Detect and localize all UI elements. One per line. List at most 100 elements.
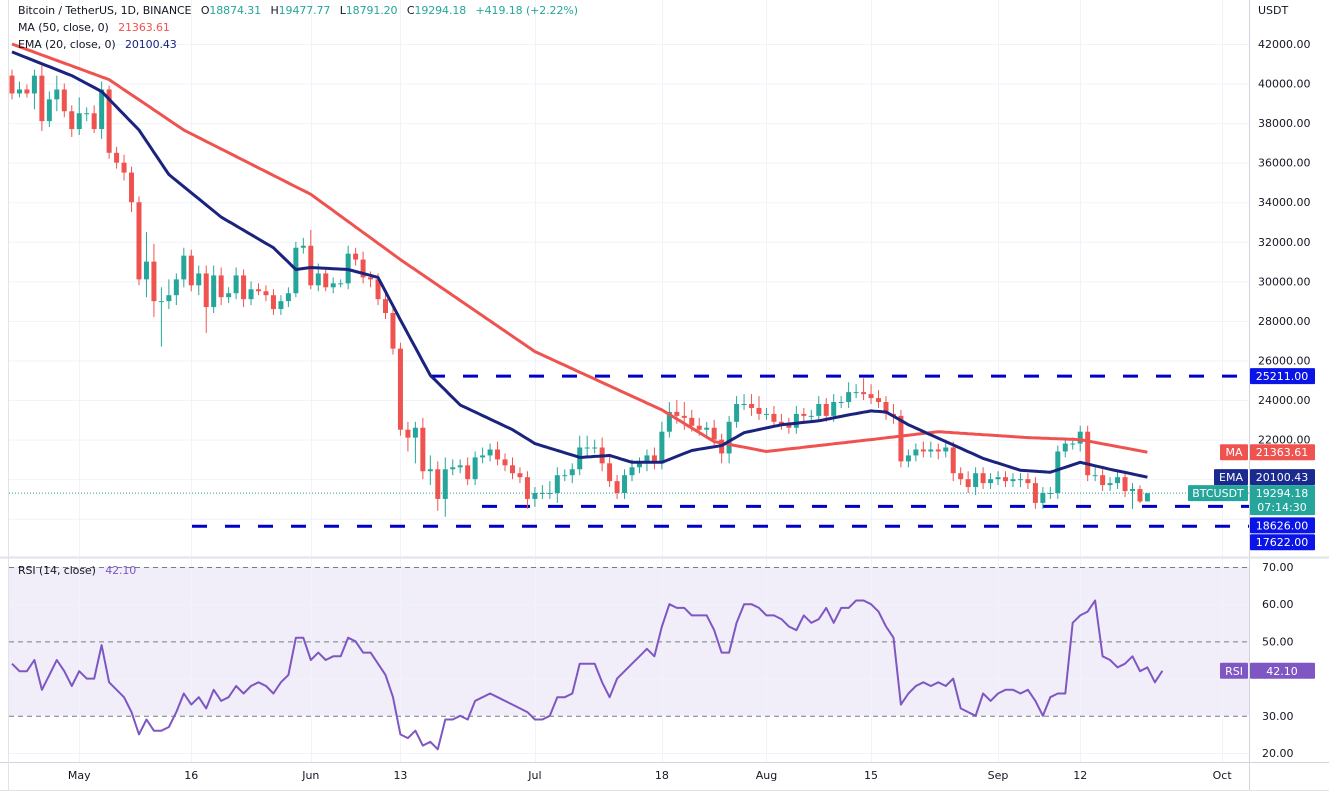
ohlc-change: +419.18 (+2.22%) bbox=[475, 4, 578, 17]
candle-body bbox=[793, 413, 799, 428]
candle-body bbox=[353, 253, 359, 260]
candle-body bbox=[629, 467, 635, 476]
candle bbox=[1040, 487, 1046, 509]
candle bbox=[300, 237, 306, 254]
candle bbox=[958, 467, 964, 486]
candle-body bbox=[405, 429, 411, 438]
last-symbol-tag: BTCUSDT bbox=[1188, 485, 1248, 502]
candle bbox=[816, 396, 822, 422]
candle-body bbox=[1070, 443, 1076, 445]
candle-body bbox=[1077, 431, 1083, 444]
candle bbox=[31, 69, 37, 110]
last-price-tag-text: 07:14:30 bbox=[1257, 501, 1306, 514]
candle bbox=[1003, 471, 1009, 488]
time-tick-label: 16 bbox=[184, 769, 198, 782]
candle-body bbox=[846, 392, 852, 403]
candle-body bbox=[562, 475, 568, 477]
candle-body bbox=[16, 89, 22, 94]
candle-body bbox=[300, 245, 306, 248]
candle bbox=[114, 146, 120, 169]
candle bbox=[211, 265, 217, 314]
candle-body bbox=[256, 289, 262, 292]
rsi-price-tag: 42.10 bbox=[1250, 662, 1315, 679]
candle-body bbox=[763, 413, 769, 415]
ema-legend-value: 20100.43 bbox=[124, 38, 177, 51]
rsi-name-tag-text: RSI bbox=[1225, 665, 1243, 678]
candle bbox=[913, 443, 919, 462]
candle bbox=[1010, 473, 1016, 488]
candle-body bbox=[905, 455, 911, 462]
support-lower-price-tag-bg bbox=[1250, 534, 1315, 551]
candle-body bbox=[151, 261, 157, 302]
time-tick-label: Jun bbox=[301, 769, 319, 782]
candle bbox=[928, 441, 934, 458]
ema-price-tag: 20100.43 bbox=[1250, 469, 1315, 486]
candle-body bbox=[756, 407, 762, 414]
rsi-price-tag-text: 42.10 bbox=[1266, 665, 1298, 678]
candle bbox=[76, 97, 82, 135]
symbol-title: Bitcoin / TetherUS, 1D, BINANCE bbox=[18, 4, 192, 17]
candle-body bbox=[31, 75, 37, 94]
rsi-name-tag-bg bbox=[1220, 662, 1248, 679]
candle bbox=[143, 231, 149, 298]
candle-body bbox=[689, 417, 695, 426]
candle bbox=[771, 405, 777, 428]
candle bbox=[412, 421, 418, 464]
candle-body bbox=[674, 411, 680, 416]
candle-body bbox=[472, 457, 478, 480]
support-lower-price-tag-text: 17622.00 bbox=[1256, 536, 1309, 549]
candle-body bbox=[166, 295, 172, 302]
candle-body bbox=[114, 152, 120, 163]
candle-body bbox=[233, 275, 239, 294]
price-tick-label: 42000.00 bbox=[1258, 38, 1311, 51]
candle-body bbox=[442, 469, 448, 499]
candle bbox=[801, 407, 807, 422]
candle-body bbox=[995, 477, 1001, 480]
candle-body bbox=[1040, 493, 1046, 503]
candle-body bbox=[308, 245, 314, 286]
rsi-legend[interactable]: RSI (14, close) 42.10 bbox=[18, 564, 142, 577]
ema-name-tag-text: EMA bbox=[1219, 471, 1243, 484]
ema-legend[interactable]: EMA (20, close, 0) 20100.43 bbox=[18, 38, 183, 51]
candle bbox=[256, 283, 262, 296]
candle-body bbox=[487, 449, 493, 456]
candle-body bbox=[368, 277, 374, 280]
candle-body bbox=[427, 469, 433, 472]
level-lines bbox=[192, 374, 1249, 528]
candle bbox=[935, 443, 941, 460]
candle bbox=[196, 265, 202, 296]
candle bbox=[158, 287, 164, 347]
candle-body bbox=[241, 275, 247, 300]
candle-body bbox=[651, 455, 657, 464]
candle-body bbox=[330, 283, 336, 288]
candle bbox=[644, 449, 650, 472]
candle-body bbox=[129, 172, 135, 203]
candle bbox=[502, 453, 508, 472]
rsi-tick-label: 30.00 bbox=[1262, 710, 1294, 723]
candle bbox=[950, 441, 956, 482]
candle-body bbox=[248, 289, 254, 300]
candle bbox=[622, 469, 628, 499]
candle-body bbox=[681, 415, 687, 418]
support-lower-price-tag: 17622.00 bbox=[1250, 534, 1315, 551]
candle-body bbox=[838, 402, 844, 404]
ma-legend[interactable]: MA (50, close, 0) 21363.61 bbox=[18, 21, 176, 34]
candle-body bbox=[778, 421, 784, 424]
candle bbox=[203, 265, 209, 333]
candle-body bbox=[547, 493, 553, 495]
candle bbox=[592, 439, 598, 454]
ema-legend-label: EMA (20, close, 0) bbox=[18, 38, 116, 51]
rsi-line bbox=[11, 599, 1164, 751]
price-tick-label: 24000.00 bbox=[1258, 394, 1311, 407]
candle bbox=[584, 435, 590, 456]
candle-body bbox=[823, 403, 829, 416]
candle bbox=[846, 382, 852, 408]
ohlc-low: L18791.20 bbox=[339, 4, 398, 17]
candle-body bbox=[965, 479, 971, 488]
candle bbox=[539, 485, 545, 499]
candle bbox=[338, 279, 344, 288]
candle bbox=[756, 396, 762, 420]
candle bbox=[323, 267, 329, 292]
candle-body bbox=[876, 398, 882, 403]
